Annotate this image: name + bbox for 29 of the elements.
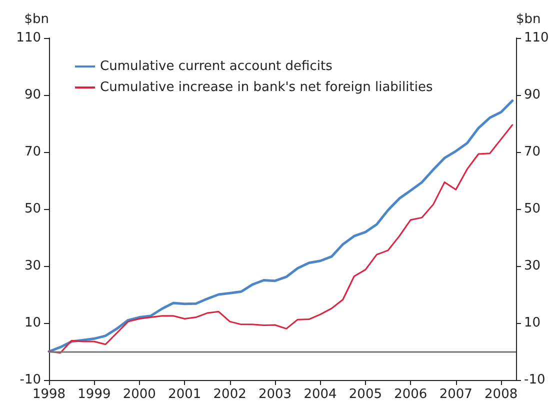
y2-tick-label: 10 xyxy=(524,316,541,330)
y-tick-label: 110 xyxy=(16,30,41,46)
y2-axis-title: $bn xyxy=(516,12,541,27)
y-tick-label: 70 xyxy=(24,144,41,160)
y2-tick-label: -10 xyxy=(524,372,546,388)
legend-label: Cumulative increase in bank's net foreign liabilities xyxy=(100,80,433,95)
x-tick-label: 1998 xyxy=(32,387,66,402)
legend-label: Cumulative current account deficits xyxy=(100,59,333,74)
y2-tick-label: 30 xyxy=(524,258,541,274)
y-axis-title: $bn xyxy=(24,12,49,27)
x-tick-label: 1999 xyxy=(78,387,111,402)
x-tick-label: 2005 xyxy=(348,387,382,402)
x-tick-label: 2003 xyxy=(258,387,292,402)
x-tick-label: 2004 xyxy=(304,387,337,402)
x-tick-label: 2006 xyxy=(394,387,428,402)
y2-tick-label: 70 xyxy=(524,144,541,160)
y2-tick-label: 110 xyxy=(524,30,549,46)
x-tick-label: 2008 xyxy=(484,387,518,402)
x-tick-label: 2001 xyxy=(168,387,202,402)
y-tick-label: 10 xyxy=(24,316,41,330)
y2-tick-label: 50 xyxy=(524,202,541,216)
x-tick-label: 2000 xyxy=(122,387,156,402)
x-tick-label: 2002 xyxy=(213,387,246,402)
y-tick-label: -10 xyxy=(20,372,41,388)
y2-tick-label: 90 xyxy=(524,88,541,102)
x-tick-label: 2007 xyxy=(439,387,472,402)
y-tick-label: 50 xyxy=(24,202,41,216)
y-tick-label: 90 xyxy=(24,88,41,102)
y-tick-label: 30 xyxy=(24,258,41,274)
